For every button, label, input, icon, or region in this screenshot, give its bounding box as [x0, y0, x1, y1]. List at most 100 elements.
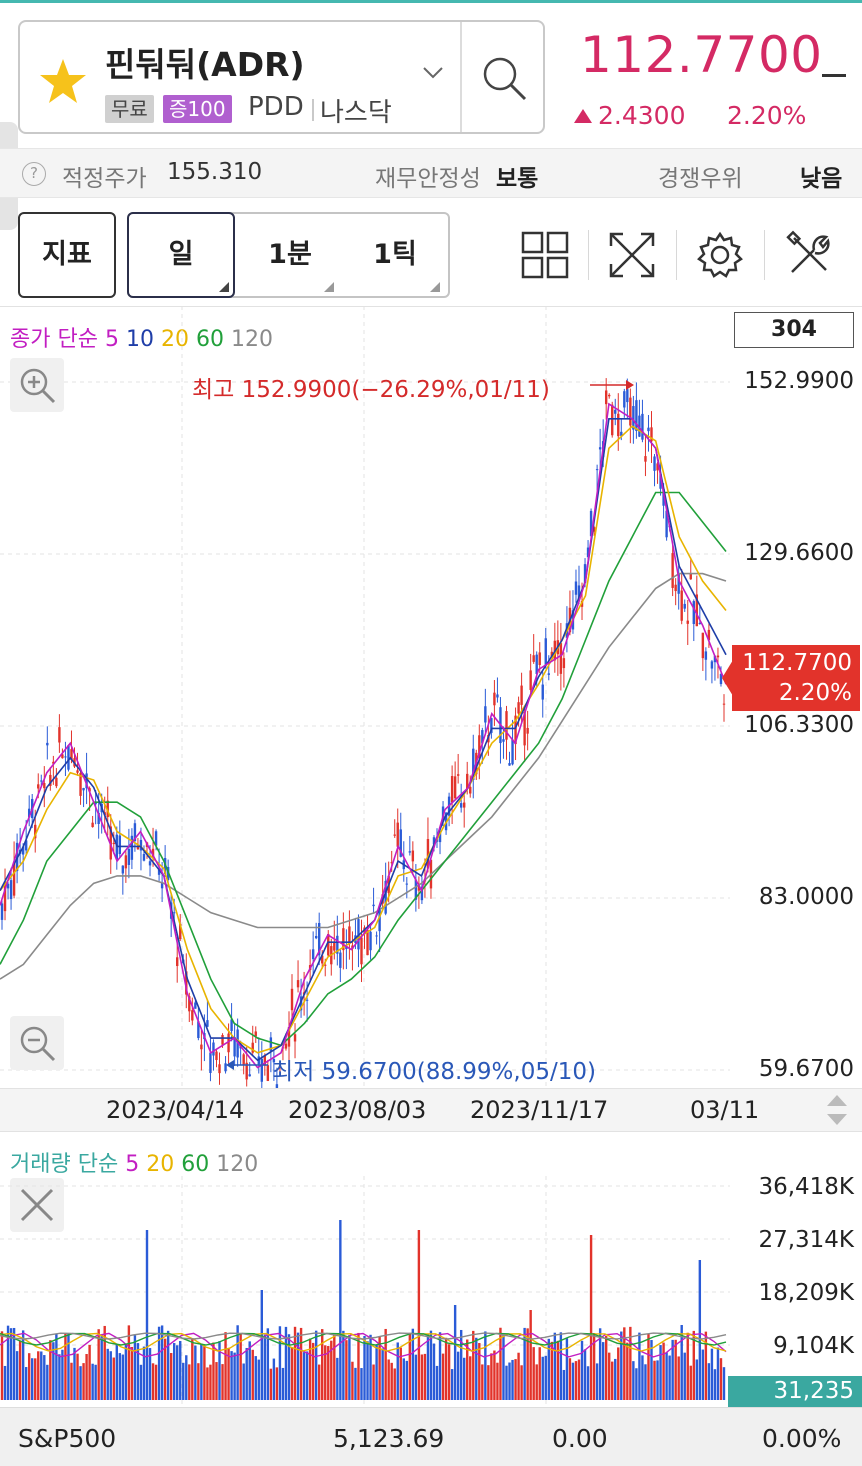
candle-body — [357, 919, 360, 950]
candle-body — [589, 510, 593, 537]
volume-bar — [100, 1334, 103, 1400]
help-icon[interactable]: ? — [22, 162, 46, 186]
candle-body — [538, 652, 541, 666]
settings-icon[interactable] — [695, 230, 745, 280]
candle-body — [106, 800, 109, 818]
volume-bar — [529, 1310, 532, 1400]
candle-body — [197, 1021, 200, 1039]
candle-body — [290, 988, 294, 1011]
candle-body — [12, 862, 16, 896]
volume-bar — [665, 1352, 668, 1400]
price-ma-legend[interactable]: 종가 단순 5 10 20 60 120 — [10, 321, 273, 353]
zoom-out-icon[interactable] — [10, 1016, 64, 1070]
dropdown-corner-icon — [324, 282, 334, 292]
volume-bar — [568, 1358, 572, 1400]
x-axis-label: 2023/08/03 — [288, 1096, 427, 1124]
layout-grid-icon[interactable] — [520, 230, 570, 280]
fullscreen-icon[interactable] — [607, 230, 657, 280]
candle-body — [37, 784, 40, 789]
candle-body — [206, 1020, 209, 1027]
volume-bar — [487, 1365, 490, 1400]
zoom-in-icon[interactable] — [10, 358, 64, 412]
volume-bar — [429, 1330, 433, 1400]
volume-bar — [526, 1328, 529, 1400]
close-icon[interactable] — [10, 1178, 64, 1232]
candle-body — [151, 848, 155, 859]
volume-chart[interactable] — [0, 1176, 862, 1406]
volume-bar — [638, 1332, 641, 1400]
divider — [460, 22, 462, 132]
volume-bar — [34, 1358, 37, 1400]
divider — [676, 230, 677, 280]
candle-body — [719, 673, 723, 685]
price-chart[interactable] — [0, 306, 862, 1088]
volume-bar — [64, 1333, 67, 1400]
tools-icon[interactable] — [784, 230, 834, 280]
candle-body — [142, 853, 146, 861]
volume-legend-ma-20: 20 — [146, 1152, 175, 1177]
candle-body — [562, 658, 566, 669]
volume-bar — [426, 1334, 430, 1400]
candle-body — [314, 935, 318, 939]
stock-card[interactable]: 핀둬둬(ADR) 무료 증100 PDD 나스닥 — [18, 20, 545, 134]
candle-body — [405, 883, 409, 885]
period-1min-button[interactable]: 1분 — [268, 239, 312, 270]
indicator-button[interactable]: 지표 — [18, 212, 116, 298]
legend-ma-60: 60 — [195, 327, 224, 352]
volume-bar — [52, 1342, 55, 1400]
index-ticker-bar[interactable] — [0, 1407, 862, 1466]
candle-body — [713, 655, 717, 663]
candle-body — [176, 957, 179, 967]
x-axis-label: 2023/04/14 — [106, 1096, 245, 1124]
candle-body — [478, 735, 481, 759]
volume-bar — [76, 1353, 79, 1400]
volume-bar — [680, 1325, 683, 1400]
search-icon[interactable] — [478, 52, 530, 104]
volume-bar — [79, 1366, 82, 1400]
volume-bar — [402, 1358, 405, 1400]
candle-body — [9, 880, 13, 900]
volume-bar — [372, 1364, 375, 1400]
candle-body — [583, 564, 587, 584]
index-change-pct: 0.00% — [762, 1424, 842, 1453]
star-icon[interactable] — [38, 56, 88, 106]
volume-bar — [197, 1363, 200, 1400]
volume-bar — [133, 1335, 137, 1400]
volume-bar — [206, 1367, 209, 1400]
candle-body — [130, 835, 134, 860]
candle-body — [614, 409, 617, 414]
volume-bar — [601, 1342, 605, 1400]
volume-bar — [493, 1350, 496, 1400]
volume-ma-legend[interactable]: 거래량 단순 5 20 60 120 — [10, 1146, 258, 1178]
candle-body — [218, 1064, 221, 1074]
candle-body — [299, 996, 303, 1011]
chevron-down-icon[interactable] — [420, 62, 446, 82]
ma-line-10 — [0, 418, 727, 1062]
candle-body — [481, 730, 484, 744]
volume-bar — [653, 1360, 656, 1400]
scroll-arrows-icon[interactable] — [822, 1092, 852, 1128]
period-day-button[interactable]: 일 — [127, 212, 235, 298]
candle-body — [520, 685, 523, 705]
candle-body — [24, 840, 28, 851]
legend-ma-10: 10 — [125, 327, 154, 352]
candle-body — [604, 390, 608, 405]
dropdown-corner-icon — [219, 282, 229, 292]
candle-body — [97, 812, 100, 825]
bar-count-box[interactable]: 304 — [734, 312, 854, 348]
y-axis-label: 129.6600 — [744, 540, 854, 566]
date-axis[interactable] — [0, 1088, 862, 1132]
volume-bar — [499, 1327, 502, 1400]
stock-name[interactable]: 핀둬둬(ADR) — [105, 45, 305, 84]
ma-line-120 — [0, 572, 727, 980]
candle-body — [508, 763, 511, 766]
volume-bar — [559, 1332, 563, 1400]
last-price-tag: 112.7700 2.20% — [732, 645, 860, 711]
volume-bar — [514, 1359, 517, 1400]
candle-body — [179, 923, 182, 940]
candle-body — [311, 949, 315, 960]
period-1tick-button[interactable]: 1틱 — [373, 239, 417, 270]
volume-bar — [716, 1347, 720, 1400]
volume-bar — [710, 1348, 714, 1400]
x-axis-label: 2023/11/17 — [470, 1096, 609, 1124]
